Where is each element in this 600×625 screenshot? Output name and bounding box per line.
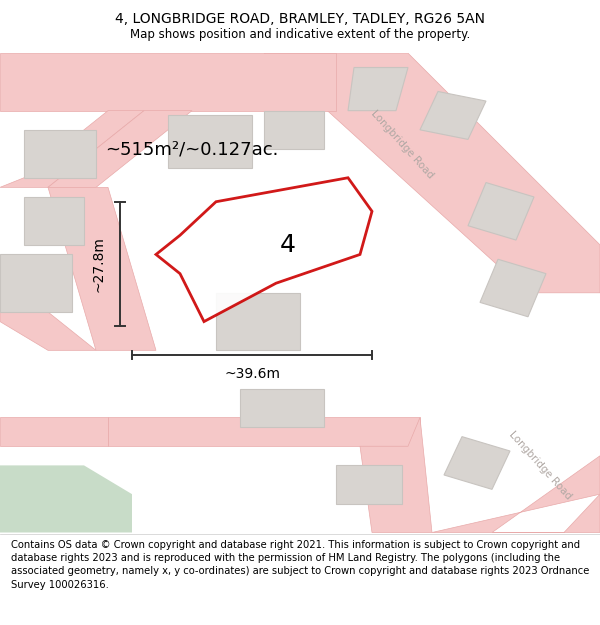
Polygon shape: [24, 130, 96, 178]
Polygon shape: [0, 312, 96, 351]
Polygon shape: [108, 418, 420, 446]
Polygon shape: [420, 91, 486, 139]
Polygon shape: [48, 188, 156, 351]
Polygon shape: [336, 466, 402, 504]
Polygon shape: [492, 494, 600, 532]
Polygon shape: [156, 177, 372, 322]
Text: ~39.6m: ~39.6m: [224, 368, 280, 381]
Polygon shape: [168, 116, 252, 168]
Polygon shape: [240, 389, 324, 427]
Polygon shape: [480, 259, 546, 317]
Polygon shape: [48, 111, 192, 188]
Polygon shape: [24, 197, 84, 245]
Text: 4, LONGBRIDGE ROAD, BRAMLEY, TADLEY, RG26 5AN: 4, LONGBRIDGE ROAD, BRAMLEY, TADLEY, RG2…: [115, 12, 485, 26]
Polygon shape: [0, 53, 336, 111]
Polygon shape: [0, 254, 72, 312]
Text: Contains OS data © Crown copyright and database right 2021. This information is : Contains OS data © Crown copyright and d…: [11, 540, 589, 589]
Polygon shape: [0, 111, 144, 188]
Polygon shape: [360, 418, 432, 532]
Polygon shape: [348, 68, 408, 111]
Polygon shape: [444, 437, 510, 489]
Text: ~27.8m: ~27.8m: [92, 236, 106, 292]
Polygon shape: [264, 111, 324, 149]
Text: 4: 4: [280, 233, 296, 257]
Polygon shape: [0, 418, 108, 446]
Polygon shape: [468, 182, 534, 240]
Polygon shape: [0, 466, 132, 532]
Text: Longbridge Road: Longbridge Road: [369, 108, 435, 180]
Text: Map shows position and indicative extent of the property.: Map shows position and indicative extent…: [130, 28, 470, 41]
Text: ~515m²/~0.127ac.: ~515m²/~0.127ac.: [106, 140, 278, 158]
Polygon shape: [264, 53, 600, 292]
Polygon shape: [432, 456, 600, 532]
Polygon shape: [216, 292, 300, 351]
Text: Longbridge Road: Longbridge Road: [507, 429, 573, 501]
